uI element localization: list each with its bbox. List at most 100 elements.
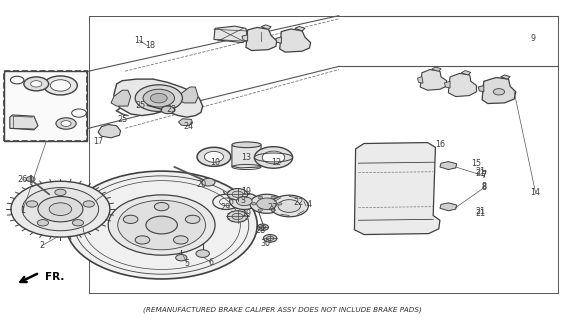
Circle shape bbox=[49, 203, 72, 215]
Circle shape bbox=[108, 195, 215, 255]
Polygon shape bbox=[179, 119, 193, 126]
Text: 30: 30 bbox=[260, 239, 271, 248]
Circle shape bbox=[250, 194, 284, 213]
Polygon shape bbox=[418, 76, 423, 83]
Circle shape bbox=[277, 203, 282, 205]
Circle shape bbox=[11, 181, 110, 237]
Text: 15: 15 bbox=[471, 159, 481, 168]
Text: 4: 4 bbox=[307, 200, 312, 209]
Text: FR.: FR. bbox=[45, 272, 64, 282]
Circle shape bbox=[118, 200, 206, 250]
Text: 21: 21 bbox=[475, 209, 485, 219]
Text: 8: 8 bbox=[481, 183, 486, 192]
Circle shape bbox=[196, 250, 210, 257]
Text: 5: 5 bbox=[184, 259, 189, 268]
Text: 2: 2 bbox=[40, 241, 45, 250]
Circle shape bbox=[257, 198, 277, 210]
Ellipse shape bbox=[232, 142, 261, 148]
Text: 16: 16 bbox=[435, 140, 445, 149]
Text: 1: 1 bbox=[20, 206, 25, 215]
Polygon shape bbox=[179, 87, 198, 103]
Circle shape bbox=[254, 147, 293, 168]
Text: 13: 13 bbox=[241, 153, 251, 162]
Text: 21: 21 bbox=[475, 167, 485, 176]
Text: 28: 28 bbox=[255, 226, 265, 235]
Circle shape bbox=[173, 236, 188, 244]
Circle shape bbox=[263, 235, 277, 242]
Text: 19: 19 bbox=[241, 187, 251, 196]
Polygon shape bbox=[246, 28, 277, 51]
Circle shape bbox=[38, 196, 83, 222]
Text: 22: 22 bbox=[293, 198, 303, 207]
Text: 26: 26 bbox=[18, 175, 28, 184]
Text: 9: 9 bbox=[530, 34, 535, 43]
Circle shape bbox=[232, 191, 243, 197]
Polygon shape bbox=[242, 35, 247, 41]
Polygon shape bbox=[98, 124, 120, 138]
Bar bbox=[4, 71, 88, 141]
Circle shape bbox=[251, 203, 256, 205]
Circle shape bbox=[143, 89, 175, 107]
Text: 8: 8 bbox=[481, 182, 486, 191]
Text: 21: 21 bbox=[475, 169, 485, 178]
Polygon shape bbox=[261, 25, 271, 29]
Text: 18: 18 bbox=[145, 41, 155, 50]
Polygon shape bbox=[114, 79, 203, 117]
Polygon shape bbox=[445, 81, 450, 88]
Circle shape bbox=[258, 196, 263, 199]
Circle shape bbox=[278, 200, 301, 212]
Polygon shape bbox=[449, 73, 476, 97]
Circle shape bbox=[262, 151, 285, 164]
Text: 19: 19 bbox=[241, 209, 251, 219]
Circle shape bbox=[258, 209, 263, 212]
Text: 6: 6 bbox=[208, 258, 213, 267]
Circle shape bbox=[176, 254, 187, 261]
Polygon shape bbox=[478, 85, 484, 92]
Circle shape bbox=[146, 216, 177, 234]
Polygon shape bbox=[501, 75, 510, 79]
Polygon shape bbox=[482, 77, 516, 104]
Circle shape bbox=[205, 151, 224, 162]
Circle shape bbox=[75, 176, 249, 274]
Circle shape bbox=[267, 236, 274, 240]
Text: 7: 7 bbox=[481, 172, 486, 180]
Polygon shape bbox=[232, 144, 261, 168]
Circle shape bbox=[135, 236, 150, 244]
Polygon shape bbox=[354, 142, 440, 235]
Text: 10: 10 bbox=[210, 158, 220, 167]
Text: 29: 29 bbox=[220, 203, 231, 212]
Circle shape bbox=[135, 85, 182, 111]
Circle shape bbox=[197, 147, 231, 166]
Bar bbox=[4, 71, 88, 141]
Text: 3: 3 bbox=[241, 196, 246, 205]
Polygon shape bbox=[440, 162, 457, 170]
Text: 20: 20 bbox=[197, 180, 207, 189]
Polygon shape bbox=[280, 29, 311, 52]
Circle shape bbox=[202, 178, 215, 186]
Circle shape bbox=[50, 80, 71, 91]
Circle shape bbox=[24, 77, 49, 91]
Polygon shape bbox=[214, 26, 247, 43]
Circle shape bbox=[31, 81, 42, 87]
Circle shape bbox=[271, 196, 276, 199]
Text: 12: 12 bbox=[271, 158, 281, 167]
Text: (REMANUFACTURED BRAKE CALIPER ASSY DOES NOT INCLUDE BRAKE PADS): (REMANUFACTURED BRAKE CALIPER ASSY DOES … bbox=[143, 307, 422, 313]
Text: 24: 24 bbox=[183, 122, 193, 131]
Circle shape bbox=[27, 201, 38, 207]
Circle shape bbox=[227, 211, 247, 222]
Text: 14: 14 bbox=[531, 188, 541, 197]
Text: 17: 17 bbox=[93, 137, 103, 146]
Polygon shape bbox=[432, 67, 441, 71]
Circle shape bbox=[232, 213, 243, 220]
Text: 11: 11 bbox=[134, 36, 144, 44]
Circle shape bbox=[493, 89, 505, 95]
Circle shape bbox=[83, 201, 94, 207]
Polygon shape bbox=[420, 69, 447, 90]
Circle shape bbox=[55, 189, 66, 196]
Circle shape bbox=[22, 188, 99, 231]
Polygon shape bbox=[461, 70, 471, 75]
Polygon shape bbox=[111, 90, 131, 106]
Circle shape bbox=[236, 197, 252, 206]
Circle shape bbox=[154, 203, 169, 211]
Circle shape bbox=[66, 171, 257, 279]
